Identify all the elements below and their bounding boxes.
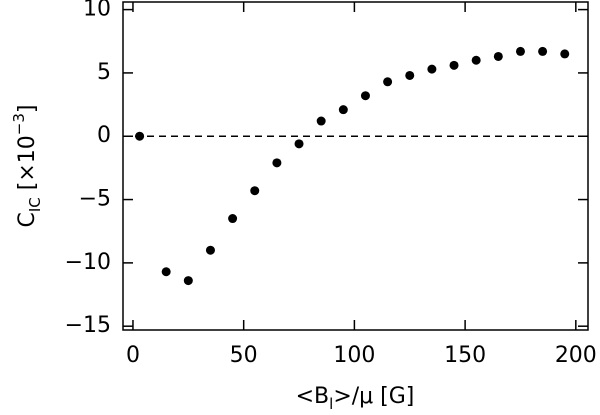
- x-tick-label: 150: [444, 343, 486, 368]
- label-part: <B: [296, 384, 330, 409]
- data-point: [560, 49, 570, 59]
- y-tick-label: −10: [65, 250, 111, 275]
- label-part: l: [329, 395, 333, 413]
- y-tick-label: −5: [79, 187, 111, 212]
- data-point: [360, 91, 370, 101]
- x-tick-label: 50: [230, 343, 258, 368]
- x-tick-label: 0: [126, 343, 140, 368]
- data-point: [205, 245, 215, 255]
- label-part: [×10: [15, 135, 40, 197]
- data-point: [383, 77, 393, 87]
- data-point: [294, 139, 304, 149]
- label-part: >/μ [G]: [333, 384, 414, 409]
- y-tick-label: −15: [65, 313, 111, 338]
- data-point: [449, 60, 459, 70]
- data-point: [316, 116, 326, 126]
- data-point: [338, 105, 348, 115]
- data-point: [427, 64, 437, 74]
- data-point: [161, 267, 171, 277]
- y-tick-label: 5: [97, 60, 111, 85]
- data-point: [405, 70, 415, 80]
- plot-frame: [122, 1, 589, 331]
- data-point: [135, 131, 145, 141]
- label-part: IC: [26, 197, 44, 212]
- x-tick-label: 100: [333, 343, 375, 368]
- data-point: [183, 276, 193, 286]
- y-tick-label: 0: [97, 123, 111, 148]
- label-part: ]: [15, 104, 40, 113]
- label-part: −3: [10, 113, 28, 135]
- data-point: [493, 51, 503, 61]
- data-point: [250, 186, 260, 196]
- data-point: [272, 158, 282, 168]
- data-point: [538, 46, 548, 56]
- y-tick-label: 10: [83, 0, 111, 22]
- data-point: [228, 214, 238, 224]
- y-axis-label: CIC [×10−3]: [10, 104, 44, 227]
- x-tick-label: 200: [555, 343, 597, 368]
- data-point: [515, 46, 525, 56]
- data-point: [471, 55, 481, 65]
- label-part: C: [15, 212, 40, 227]
- x-axis-label: <Bl>/μ [G]: [296, 384, 415, 413]
